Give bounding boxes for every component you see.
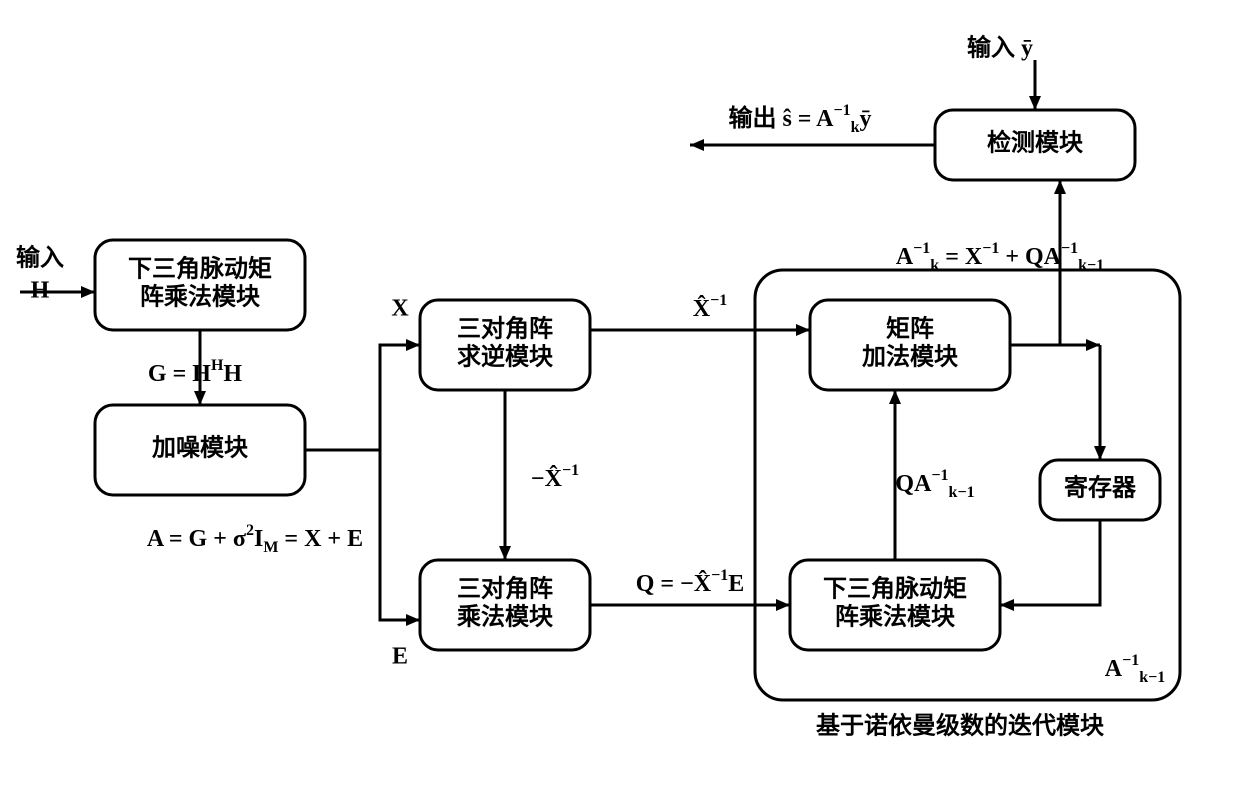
label-lbl_QA: QA−1k−1 xyxy=(895,467,974,501)
arrow-e_Q xyxy=(776,599,790,611)
label-lbl_output_s: 输出 ŝ = A−1kȳ xyxy=(728,102,871,136)
boxlabel-box_tri_mult_top-0: 下三角脉动矩 xyxy=(128,255,272,283)
arrow-e_to_X xyxy=(406,339,420,351)
boxlabel-box_matrix_add-1: 加法模块 xyxy=(862,344,958,371)
boxlabel-box_tri_mult_bot-0: 下三角脉动矩 xyxy=(823,575,967,603)
arrow-e_sout xyxy=(690,139,704,151)
label-lbl_group: 基于诺依曼级数的迭代模块 xyxy=(816,712,1104,740)
arrow-e_add_out xyxy=(1086,339,1100,351)
label-lbl_E: E xyxy=(392,644,408,670)
boxlabel-box_tri_mult_top-1: 阵乘法模块 xyxy=(140,283,260,311)
label-lbl_Akm1: A−1k−1 xyxy=(1105,652,1165,686)
label-lbl_G: G = HHH xyxy=(148,357,242,386)
label-lbl_input_H1: 输入 xyxy=(16,244,64,272)
edge-e_to_X xyxy=(380,345,420,450)
boxlabel-box_tridiag_mul-0: 三对角阵 xyxy=(457,575,553,603)
arrow-e_up_detect xyxy=(1054,180,1066,194)
boxlabel-box_tri_mult_bot-1: 阵乘法模块 xyxy=(835,603,955,631)
label-lbl_input_H2: H xyxy=(31,278,50,304)
arrow-e_QA xyxy=(889,390,901,404)
boxlabel-box_matrix_add-0: 矩阵 xyxy=(886,315,934,343)
arrow-e_Xinv xyxy=(796,324,810,336)
boxlabel-box_reg-0: 寄存器 xyxy=(1064,474,1137,502)
arrow-e_negX xyxy=(499,546,511,560)
boxlabel-box_detect-0: 检测模块 xyxy=(987,129,1083,157)
arrow-e_to_E xyxy=(406,614,420,626)
arrow-e_G xyxy=(194,391,206,405)
arrow-e_yin xyxy=(1029,96,1041,110)
arrow-e_reg_out xyxy=(1000,599,1014,611)
boxlabel-box_tridiag_mul-1: 乘法模块 xyxy=(456,604,553,631)
edge-e_to_E xyxy=(380,450,420,620)
boxlabel-box_tridiag_inv-1: 求逆模块 xyxy=(457,343,553,371)
arrow-e_Hin xyxy=(81,286,95,298)
label-lbl_A: A = G + σ2IM = X + E xyxy=(147,522,363,556)
boxlabel-box_noise-0: 加噪模块 xyxy=(152,435,248,462)
label-lbl_input_y: 输入 ȳ xyxy=(967,34,1033,62)
label-lbl_negXinv: −X̂−1 xyxy=(531,462,579,491)
edge-e_reg_out xyxy=(1000,520,1100,605)
label-lbl_X: X xyxy=(391,296,409,322)
boxlabel-box_tridiag_inv-0: 三对角阵 xyxy=(457,315,553,343)
label-lbl_Q: Q = −X̂−1E xyxy=(636,567,745,596)
label-lbl_Xinv: X̂−1 xyxy=(693,292,727,321)
arrow-e_reg_in xyxy=(1094,446,1106,460)
